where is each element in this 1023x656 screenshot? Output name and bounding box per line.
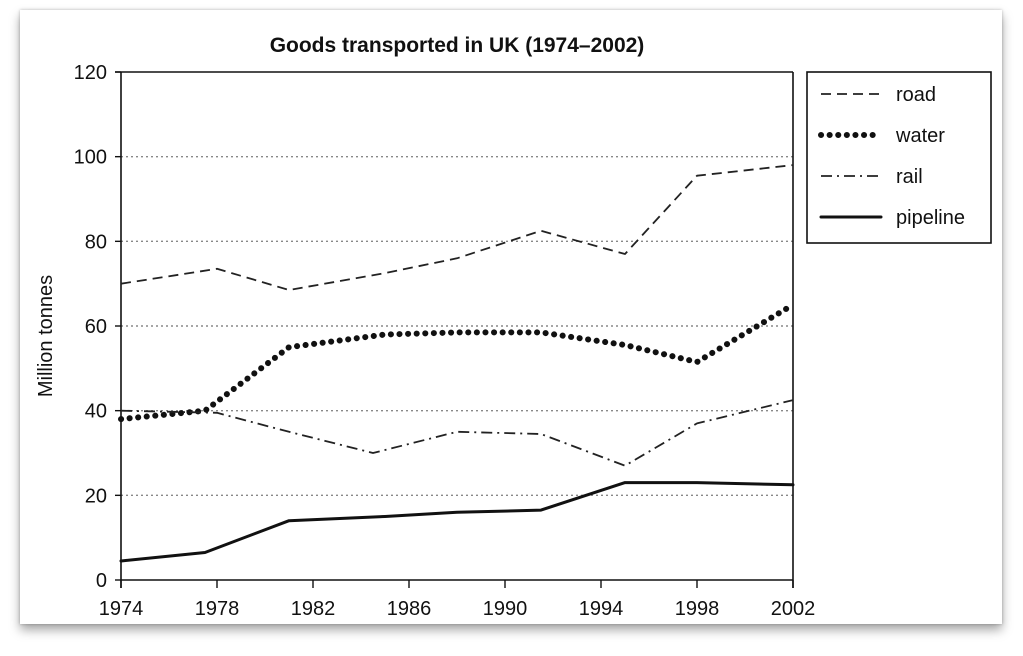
x-tick-label: 1974 bbox=[99, 598, 144, 620]
chart-title: Goods transported in UK (1974–2002) bbox=[270, 34, 645, 57]
series-line-road bbox=[120, 164, 794, 291]
legend-label-pipeline: pipeline bbox=[896, 207, 965, 229]
series-line-pipeline bbox=[119, 481, 795, 563]
legend-label-rail: rail bbox=[896, 166, 923, 188]
legend: road water rail pipeline bbox=[806, 71, 992, 244]
y-axis-label: Million tonnes bbox=[35, 275, 57, 397]
y-tick-label: 40 bbox=[85, 401, 107, 423]
x-tick-label: 1998 bbox=[675, 598, 720, 620]
legend-label-road: road bbox=[896, 84, 936, 106]
x-tick-label: 1978 bbox=[195, 598, 240, 620]
y-tick-label: 20 bbox=[85, 485, 107, 507]
series-line-water bbox=[118, 301, 796, 423]
series-lines bbox=[118, 164, 796, 563]
legend-box bbox=[806, 71, 992, 244]
line-chart: Goods transported in UK (1974–2002) Mill… bbox=[35, 34, 992, 620]
x-tick-label: 1986 bbox=[387, 598, 432, 620]
legend-label-water: water bbox=[895, 125, 945, 147]
chart-card: Goods transported in UK (1974–2002) Mill… bbox=[20, 10, 1002, 624]
x-tick-label: 1990 bbox=[483, 598, 528, 620]
grid-lines bbox=[121, 155, 793, 497]
y-tick-label: 80 bbox=[85, 231, 107, 253]
y-tick-label: 60 bbox=[85, 316, 107, 338]
x-tick-label: 1982 bbox=[291, 598, 336, 620]
x-tick-label: 2002 bbox=[771, 598, 816, 620]
axes: 0 20 40 60 80 100 120 1974 1978 1982 1986 1990 1994 1… bbox=[74, 62, 816, 620]
x-tick-label: 1994 bbox=[579, 598, 624, 620]
y-tick-label: 120 bbox=[74, 62, 107, 84]
series-line-rail bbox=[120, 399, 794, 467]
y-tick-label: 0 bbox=[96, 570, 107, 592]
y-tick-label: 100 bbox=[74, 147, 107, 169]
